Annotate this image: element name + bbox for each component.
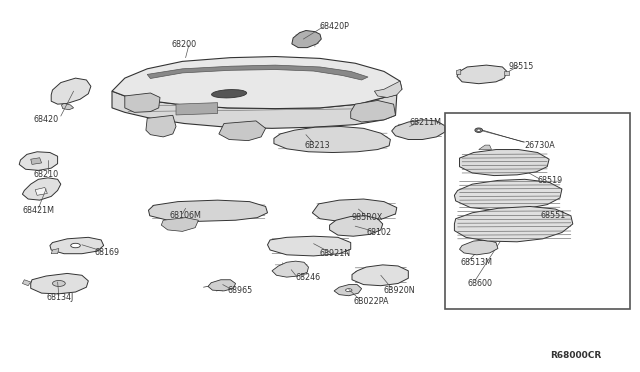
Polygon shape [146,115,176,137]
Text: 68420P: 68420P [320,22,350,31]
Polygon shape [374,81,402,97]
Polygon shape [147,65,368,80]
Polygon shape [22,178,61,200]
Text: 6B920N: 6B920N [384,286,415,295]
Text: R68000CR: R68000CR [550,351,602,360]
Polygon shape [460,150,549,176]
Polygon shape [312,199,397,221]
Polygon shape [454,206,573,242]
Polygon shape [112,91,397,128]
Text: 68169: 68169 [95,248,120,257]
Polygon shape [176,103,218,115]
Text: 68211M: 68211M [410,118,442,127]
Polygon shape [31,158,42,164]
Polygon shape [457,65,507,84]
Text: 68921N: 68921N [320,249,351,258]
Text: 985R0X: 985R0X [352,213,383,222]
Text: 6B213: 6B213 [305,141,330,150]
Polygon shape [161,218,198,231]
Text: 68965: 68965 [227,286,252,295]
Polygon shape [392,120,445,140]
Polygon shape [456,69,461,74]
Polygon shape [454,179,562,210]
Text: 68210: 68210 [33,170,58,179]
Polygon shape [31,273,88,294]
Polygon shape [51,248,59,254]
Polygon shape [268,236,351,256]
Text: 68551: 68551 [541,211,566,220]
Polygon shape [22,280,31,286]
Polygon shape [35,187,47,195]
Text: 6B022PA: 6B022PA [354,297,389,306]
Text: 68421M: 68421M [22,206,54,215]
Ellipse shape [212,90,246,98]
Polygon shape [208,280,236,291]
Polygon shape [125,93,160,112]
Polygon shape [148,200,268,221]
Polygon shape [51,78,91,104]
Text: 68519: 68519 [538,176,563,185]
Polygon shape [334,285,362,296]
Ellipse shape [52,280,65,286]
Polygon shape [50,237,104,254]
Text: 26730A: 26730A [525,141,556,150]
Ellipse shape [70,243,81,248]
Ellipse shape [477,129,481,131]
Text: 68134J: 68134J [46,293,74,302]
Polygon shape [219,121,266,141]
Text: 68200: 68200 [172,40,196,49]
Ellipse shape [475,128,483,132]
Text: 98515: 98515 [509,62,534,71]
Polygon shape [504,71,509,75]
Ellipse shape [346,289,352,292]
Text: 68106M: 68106M [170,211,202,220]
Polygon shape [274,126,390,153]
Text: 68600: 68600 [467,279,492,288]
Text: 68513M: 68513M [461,258,493,267]
Polygon shape [112,57,402,109]
Text: 68246: 68246 [295,273,320,282]
Text: 68102: 68102 [366,228,391,237]
Polygon shape [292,31,321,48]
Polygon shape [330,216,383,236]
Polygon shape [351,100,396,122]
Text: 68420: 68420 [33,115,58,124]
Polygon shape [61,103,74,110]
Polygon shape [479,145,492,150]
Polygon shape [352,265,408,286]
Bar [445,113,630,309]
Polygon shape [272,261,308,277]
Polygon shape [460,240,498,255]
Polygon shape [19,152,58,170]
